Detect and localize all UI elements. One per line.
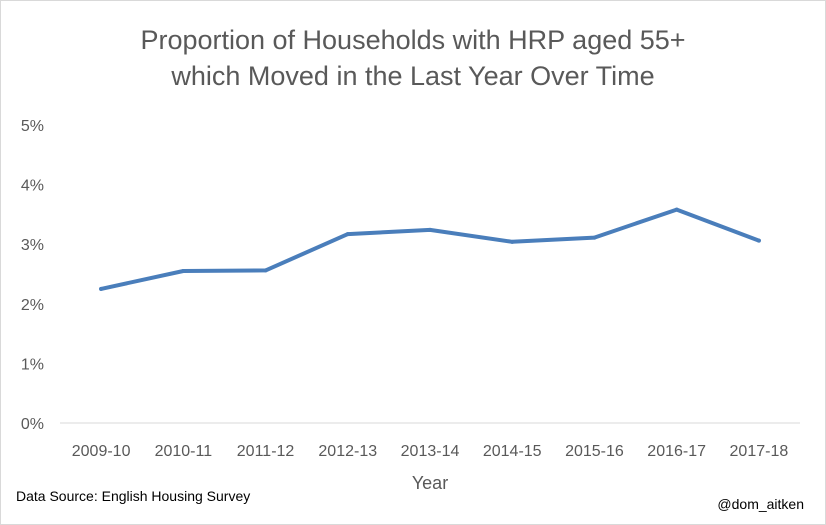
data-point [510,239,515,244]
x-tick-label: 2013-14 [401,443,460,460]
x-axis-title: Year [412,473,448,493]
data-point [345,232,350,237]
data-point [592,235,597,240]
y-tick-label: 2% [21,297,44,314]
y-axis-ticks: 0% 1% 2% 3% 4% 5% [21,118,44,433]
y-tick-label: 5% [21,118,44,135]
x-axis-ticks: 2009-10 2010-11 2011-12 2012-13 2013-14 2014-… [72,443,789,460]
x-tick-label: 2009-10 [72,443,131,460]
x-tick-label: 2016-17 [647,443,706,460]
data-point [428,227,432,232]
data-point [181,269,186,274]
series-lines [99,207,761,291]
x-tick-label: 2010-11 [155,443,213,460]
x-tick-label: 2012-13 [318,443,377,460]
data-point [756,238,761,243]
x-tick-label: 2014-15 [483,443,542,460]
chart-title-line-1: Proportion of Households with HRP aged 5… [140,25,686,55]
y-tick-label: 4% [21,178,44,195]
x-tick-label: 2011-12 [237,443,295,460]
y-tick-label: 3% [21,237,44,254]
x-tick-label: 2017-18 [730,443,789,460]
chart-title-line-2: which Moved in the Last Year Over Time [171,61,655,91]
author-handle: @dom_aitken [717,496,804,512]
y-tick-label: 0% [21,416,44,433]
data-source-note: Data Source: English Housing Survey [16,488,251,504]
series-line [99,207,761,291]
y-tick-label: 1% [21,356,44,373]
x-tick-label: 2015-16 [565,443,624,460]
data-point [263,268,268,273]
data-point [99,286,104,291]
data-point [674,207,679,212]
